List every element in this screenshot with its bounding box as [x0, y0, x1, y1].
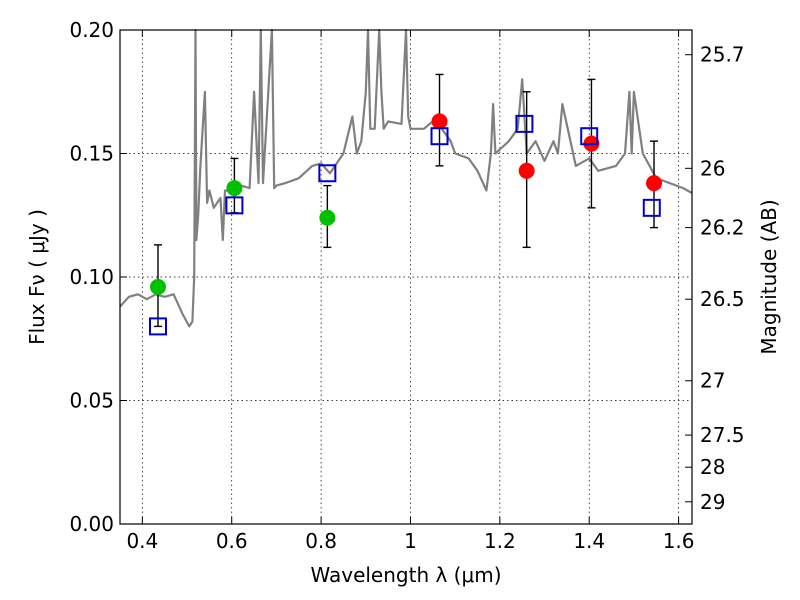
y-axis-label: Flux Fν ( μJy ) [25, 209, 49, 345]
y-tick-label: 0.05 [69, 389, 114, 413]
observed-optical-point [319, 209, 336, 226]
observed-hst-point [431, 113, 448, 130]
right-tick-label: 25.7 [700, 43, 745, 67]
model-photometry-point [580, 127, 599, 146]
y-tick-label: 0.00 [69, 512, 114, 536]
right-tick-label: 26.5 [700, 287, 745, 311]
x-axis-label: Wavelength λ (μm) [310, 563, 501, 587]
x-tick-label: 0.6 [216, 529, 248, 553]
model-photometry-point [642, 198, 661, 217]
observed-hst-point [518, 162, 535, 179]
observed-optical-point [226, 180, 243, 197]
model-photometry-point [225, 196, 244, 215]
x-tick-label: 1.4 [573, 529, 605, 553]
tick-layer: 0.4 0.6 0.8 1 1.2 1.4 1.6 0.00 0.05 0.10 0.15 0.20 2… [69, 18, 744, 553]
model-photometry-point [148, 317, 167, 336]
x-tick-label: 1 [404, 529, 417, 553]
observed-hst-point [646, 175, 663, 192]
right-axis-label: Magnitude (AB) [757, 199, 781, 354]
model-photometry-point [318, 164, 337, 183]
right-tick-label: 26 [700, 156, 725, 180]
right-tick-label: 27 [700, 369, 725, 393]
y-tick-label: 0.20 [69, 18, 114, 42]
model-spectrum-layer [119, 28, 693, 328]
model-spectrum-line [119, 28, 693, 328]
x-tick-label: 0.4 [126, 529, 158, 553]
model-photometry-point [515, 114, 534, 133]
right-tick-label: 26.2 [700, 216, 745, 240]
model-photometry-point [430, 127, 449, 146]
right-tick-label: 28 [700, 455, 725, 479]
x-tick-label: 1.6 [663, 529, 695, 553]
observed-optical-point [149, 278, 166, 295]
x-tick-label: 0.8 [305, 529, 337, 553]
y-tick-label: 0.10 [69, 265, 114, 289]
right-tick-label: 27.5 [700, 423, 745, 447]
data-points-layer [148, 73, 663, 336]
x-tick-label: 1.2 [484, 529, 516, 553]
right-tick-label: 29 [700, 490, 725, 514]
y-tick-label: 0.15 [69, 142, 114, 166]
